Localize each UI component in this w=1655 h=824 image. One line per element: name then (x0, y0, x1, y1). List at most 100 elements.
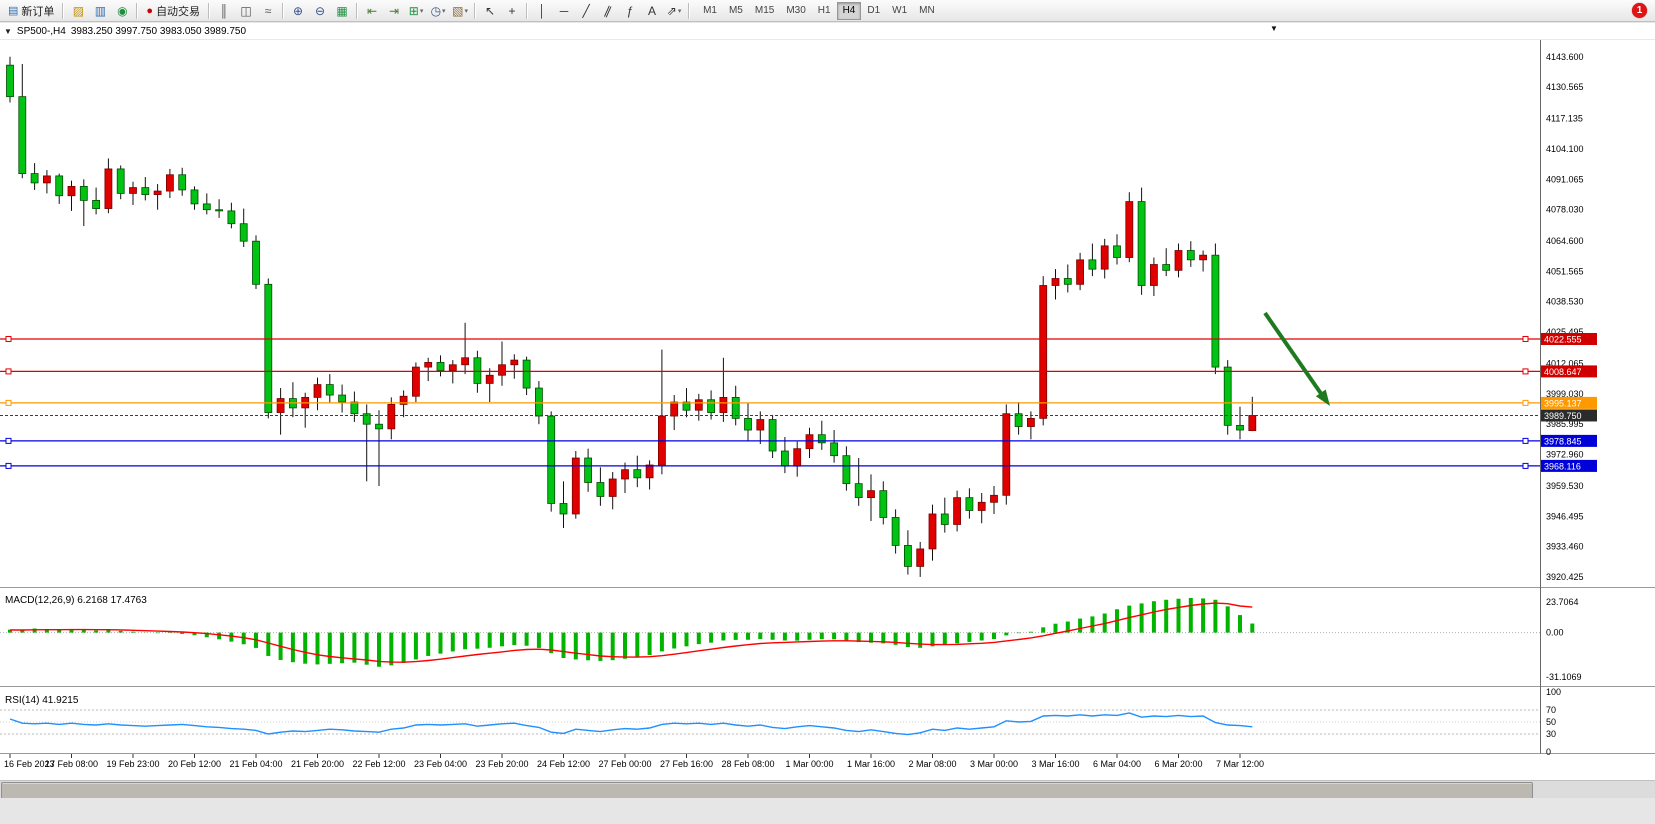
line-handle[interactable] (5, 368, 12, 375)
rsi-axis-label: 30 (1546, 729, 1556, 739)
cursor-button[interactable]: ↖ (479, 1, 501, 21)
line-chart-type-button[interactable]: ≈ (257, 1, 279, 21)
timeframe-m30-button[interactable]: M30 (786, 4, 806, 16)
terminal-icon[interactable]: ▥ (89, 1, 111, 21)
indicators-button[interactable]: ⊞ ▾ (405, 1, 427, 21)
line-handle[interactable] (1522, 368, 1529, 375)
sound-icon[interactable]: ◉ (111, 1, 133, 21)
timeframe-mn-button[interactable]: MN (919, 4, 935, 16)
rsi-title: RSI(14) 41.9215 (5, 695, 79, 706)
bull-candle (1039, 285, 1048, 419)
line-handle[interactable] (1522, 462, 1529, 469)
vertical-line-button[interactable]: │ (531, 1, 553, 21)
time-axis-label: 27 Feb 00:00 (598, 759, 651, 769)
line-handle[interactable] (1522, 437, 1529, 444)
bear-candle (55, 175, 64, 197)
crosshair-button[interactable]: + (501, 1, 523, 21)
scrollbar-thumb[interactable] (1, 782, 1533, 799)
arrows-button[interactable]: ⇗ ▾ (663, 1, 685, 21)
bear-candle (1014, 413, 1023, 427)
bear-candle (30, 173, 39, 184)
templates-icon: ▧ (452, 3, 464, 18)
new-order-icon: ▤ (8, 5, 19, 17)
horizontal-line-button[interactable]: ─ (553, 1, 575, 21)
timeframe-m5-button[interactable]: M5 (728, 4, 743, 16)
autoscroll-button[interactable]: ⇤ (361, 1, 383, 21)
notification-badge[interactable]: 1 (1632, 3, 1647, 18)
line-handle[interactable] (5, 399, 12, 406)
timeframe-h4-button[interactable]: H4 (836, 1, 862, 20)
price-axis-label: 4025.495 (1546, 327, 1584, 337)
chart-shift-button[interactable]: ⇥ (383, 1, 405, 21)
bear-candle (891, 517, 900, 546)
line-handle[interactable] (1522, 399, 1529, 406)
bear-candle (252, 240, 260, 285)
new-order-button[interactable]: ▤ 新订单 (3, 2, 59, 20)
price-axis-label: 4078.030 (1546, 205, 1584, 215)
time-axis-label: 16 Feb 2023 (4, 759, 55, 769)
tile-windows-button[interactable]: ▦ (331, 1, 353, 21)
price-tag-label: 3968.116 (1544, 461, 1581, 471)
timeframe-toolbar: M1 M5 M15 M30 H1 H4 D1 W1 MN (697, 1, 941, 20)
dropdown-caret-icon[interactable]: ▾ (442, 7, 446, 15)
trendline-button[interactable]: ╱ (575, 1, 597, 21)
horizontal-line-icon: ─ (559, 3, 569, 18)
time-axis-label: 1 Mar 16:00 (847, 759, 895, 769)
bear-candle (781, 450, 789, 467)
time-axis-label: 1 Mar 00:00 (785, 759, 833, 769)
price-axis-label: 4104.100 (1546, 144, 1584, 154)
chart-svg[interactable]: 4143.600 4130.565 4117.135 4104.100 4091.065… (0, 40, 1655, 780)
timeframe-m1-button[interactable]: M1 (703, 4, 717, 16)
chart-menu-icon[interactable]: ▼ (4, 26, 12, 36)
tile-windows-icon: ▦ (336, 3, 348, 18)
line-handle[interactable] (5, 335, 12, 342)
price-axis-label: 4143.600 (1546, 52, 1584, 62)
rsi-axis-label: 70 (1546, 705, 1556, 715)
trend-arrow[interactable] (1263, 311, 1324, 397)
timeframe-w1-button[interactable]: W1 (892, 4, 908, 16)
dropdown-caret-icon[interactable]: ▾ (677, 7, 682, 15)
toolbar-separator (62, 2, 65, 19)
bear-candle (744, 417, 752, 431)
bear-candle (473, 357, 482, 384)
bar-chart-type-button[interactable]: ║ (213, 1, 235, 21)
text-button[interactable]: A (641, 1, 663, 21)
dropdown-caret-icon[interactable]: ▾ (464, 7, 468, 15)
channel-button[interactable]: ∥ (597, 1, 619, 21)
timeframe-h1-button[interactable]: H1 (817, 4, 831, 16)
chart-top-marker-icon: ▼ (1270, 24, 1278, 33)
line-handle[interactable] (5, 437, 12, 444)
bear-candle (879, 490, 888, 518)
bear-candle (842, 455, 851, 485)
indicators-icon: ⊞ (408, 3, 419, 18)
timeframe-m15-button[interactable]: M15 (754, 4, 775, 16)
price-axis-label: 4130.565 (1546, 82, 1584, 92)
line-handle[interactable] (5, 462, 12, 469)
trendline-icon: ╱ (582, 3, 590, 18)
bull-candle (1027, 417, 1035, 427)
toolbar-separator (526, 2, 529, 19)
zoom-out-button[interactable]: ⊖ (309, 1, 331, 21)
chart-area[interactable]: 4143.600 4130.565 4117.135 4104.100 4091.065… (0, 40, 1655, 780)
templates-button[interactable]: ▧ ▾ (449, 1, 471, 21)
dropdown-caret-icon[interactable]: ▾ (419, 7, 424, 15)
time-axis-label: 23 Feb 04:00 (414, 759, 467, 769)
time-axis-label: 27 Feb 16:00 (660, 759, 713, 769)
line-handle[interactable] (1522, 335, 1529, 342)
price-axis[interactable]: 4143.600 4130.565 4117.135 4104.100 4091.065… (1546, 52, 1584, 582)
bull-candle (977, 501, 986, 511)
metaeditor-icon[interactable]: ▨ (67, 1, 89, 21)
fibonacci-button[interactable]: ƒ (619, 1, 641, 21)
price-tag-label: 3978.845 (1544, 436, 1582, 446)
timeframe-d1-button[interactable]: D1 (867, 4, 881, 16)
bull-candle (43, 175, 51, 184)
candlestick-type-button[interactable]: ◫ (235, 1, 257, 21)
bull-candle (424, 362, 433, 368)
bull-candle (276, 398, 285, 413)
autotrading-button[interactable]: ● 自动交易 (141, 2, 205, 20)
periods-button[interactable]: ◷ ▾ (427, 1, 449, 21)
horizontal-scrollbar[interactable] (0, 780, 1655, 799)
trend-arrow-head[interactable] (1315, 389, 1330, 407)
zoom-in-button[interactable]: ⊕ (287, 1, 309, 21)
